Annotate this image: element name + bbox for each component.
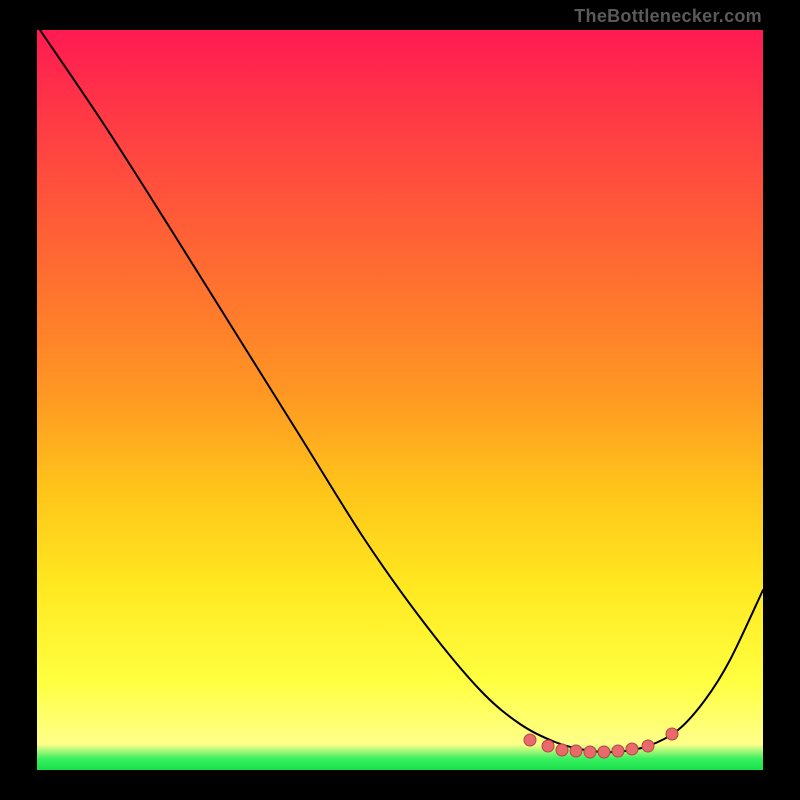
optimal-point-marker [570, 745, 582, 757]
optimal-point-marker [626, 743, 638, 755]
optimal-point-marker [584, 746, 596, 758]
optimal-point-marker [556, 744, 568, 756]
watermark-text: TheBottlenecker.com [574, 6, 762, 27]
optimal-point-marker [642, 740, 654, 752]
optimal-point-marker [612, 745, 624, 757]
optimal-point-marker [598, 746, 610, 758]
optimal-point-marker [542, 740, 554, 752]
gradient-plot-area [37, 30, 763, 770]
optimal-point-marker [666, 728, 678, 740]
chart-svg [0, 0, 800, 800]
optimal-point-marker [524, 734, 536, 746]
chart-stage: TheBottlenecker.com [0, 0, 800, 800]
